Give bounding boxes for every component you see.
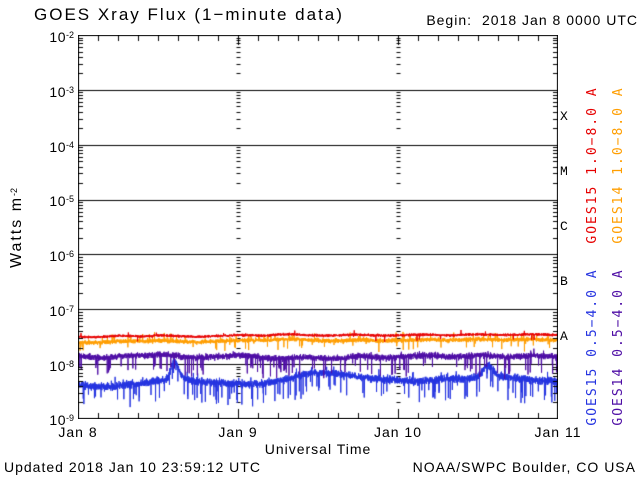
- y-tick-label: 10-4: [49, 139, 74, 155]
- exponent: -7: [65, 304, 74, 314]
- exponent: -3: [65, 85, 74, 95]
- exponent: -2: [65, 30, 74, 40]
- y-axis-title-text: Watts m: [8, 195, 25, 269]
- y-tick-label: 10-8: [49, 358, 74, 374]
- y-tick-label: 10-6: [49, 248, 74, 264]
- xray-flux-chart-canvas: [78, 35, 558, 419]
- begin-time: Begin: 2018 Jan 8 0000 UTC: [426, 12, 638, 28]
- y-tick-label: 10-7: [49, 303, 74, 319]
- begin-value: 2018 Jan 8 0000 UTC: [482, 12, 638, 28]
- flare-class-x: X: [560, 109, 568, 124]
- source-attribution: NOAA/SWPC Boulder, CO USA: [412, 459, 636, 475]
- flare-class-b: B: [560, 274, 568, 289]
- exponent: -9: [65, 413, 74, 423]
- legend-goes15-long: GOES15 1.0−8.0 A: [585, 86, 600, 244]
- exponent: -6: [65, 249, 74, 259]
- flare-class-c: C: [560, 219, 568, 234]
- flare-class-a: A: [560, 329, 568, 344]
- y-tick-label: 10-2: [49, 29, 74, 45]
- begin-label: Begin:: [426, 12, 473, 28]
- legend-goes15-short: GOES15 0.5−4.0 A: [585, 268, 600, 426]
- x-tick-label: Jan 9: [218, 424, 258, 440]
- chart-title: GOES Xray Flux (1−minute data): [34, 5, 344, 24]
- y-axis-title-exponent: -2: [9, 187, 19, 196]
- updated-timestamp: Updated 2018 Jan 10 23:59:12 UTC: [4, 459, 261, 475]
- y-tick-label: 10-9: [49, 412, 74, 428]
- legend-goes14-short: GOES14 0.5−4.0 A: [611, 268, 626, 426]
- flare-class-m: M: [560, 164, 568, 179]
- x-tick-label: Jan 10: [373, 424, 423, 440]
- legend-goes14-long: GOES14 1.0−8.0 A: [611, 86, 626, 244]
- y-tick-label: 10-3: [49, 84, 74, 100]
- x-tick-label: Jan 11: [534, 424, 582, 440]
- x-axis-title: Universal Time: [264, 441, 372, 457]
- y-axis-title: Watts m-2: [8, 173, 26, 283]
- exponent: -4: [65, 140, 74, 150]
- exponent: -5: [65, 194, 74, 204]
- x-tick-label: Jan 8: [58, 424, 98, 440]
- exponent: -8: [65, 359, 74, 369]
- y-tick-label: 10-5: [49, 193, 74, 209]
